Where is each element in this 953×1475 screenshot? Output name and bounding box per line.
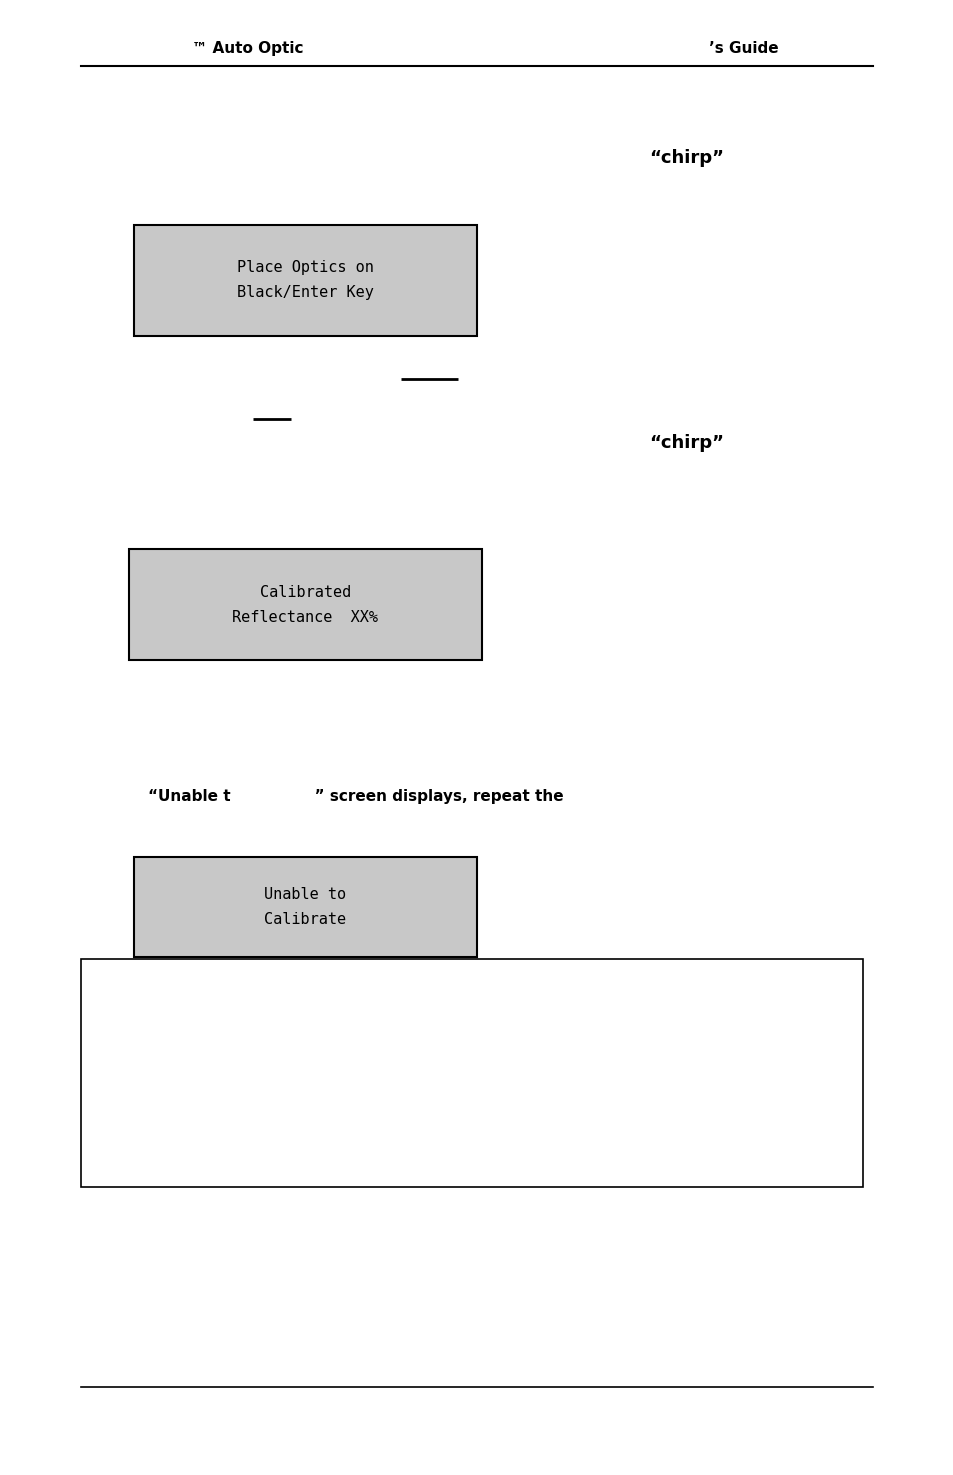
Text: Unable to
Calibrate: Unable to Calibrate <box>264 888 346 926</box>
Text: Place Optics on
Black/Enter Key: Place Optics on Black/Enter Key <box>236 261 374 299</box>
FancyBboxPatch shape <box>129 550 481 661</box>
Text: “Unable t                ” screen displays, repeat the: “Unable t ” screen displays, repeat the <box>148 789 563 804</box>
Text: ™ Auto Optic: ™ Auto Optic <box>193 41 303 56</box>
Text: ’s Guide: ’s Guide <box>709 41 778 56</box>
Text: Calibrated
Reflectance  XX%: Calibrated Reflectance XX% <box>232 586 378 624</box>
FancyBboxPatch shape <box>81 959 862 1187</box>
Text: “chirp”: “chirp” <box>649 149 723 167</box>
Text: “chirp”: “chirp” <box>649 434 723 451</box>
FancyBboxPatch shape <box>133 857 476 957</box>
FancyBboxPatch shape <box>133 224 476 335</box>
